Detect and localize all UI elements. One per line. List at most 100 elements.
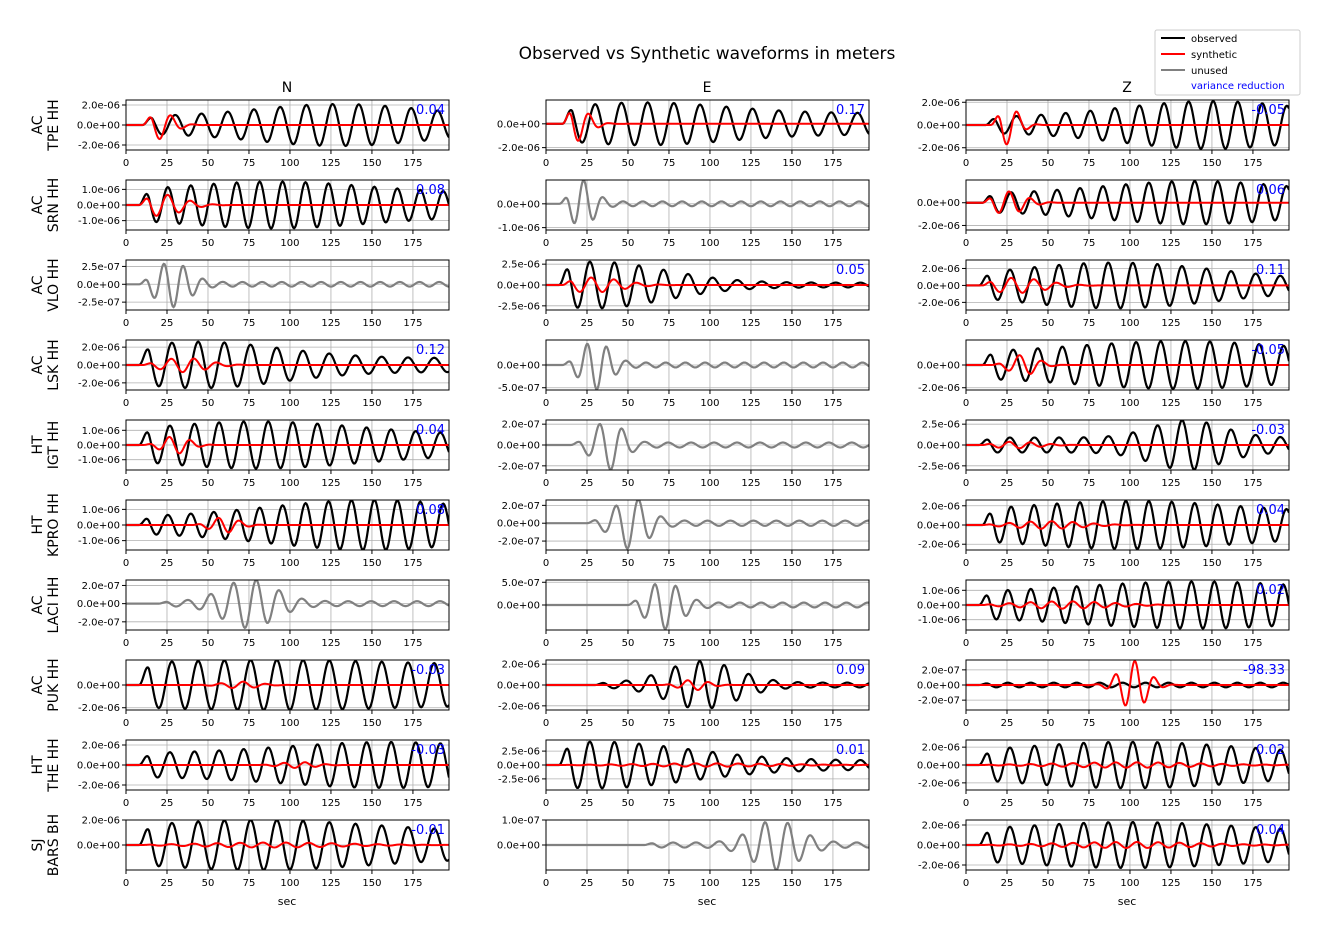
y-tick-label: -2.0e-06 bbox=[78, 141, 120, 152]
x-tick-label: 150 bbox=[782, 558, 801, 569]
x-tick-label: 25 bbox=[581, 238, 594, 249]
x-tick-label: 175 bbox=[823, 718, 842, 729]
x-tick-label: 100 bbox=[280, 638, 299, 649]
x-tick-label: 50 bbox=[202, 238, 215, 249]
x-tick-label: 175 bbox=[1243, 638, 1262, 649]
y-tick-label: -2.0e-06 bbox=[918, 143, 960, 154]
x-tick-label: 50 bbox=[202, 398, 215, 409]
y-tick-label: -5.0e-07 bbox=[498, 383, 540, 394]
y-tick-label: 1.0e-07 bbox=[502, 816, 540, 827]
y-tick-label: 0.0e+00 bbox=[917, 281, 960, 292]
observed-trace bbox=[966, 580, 1289, 630]
station-row-ac-vlo-hh: AC VLO HH 0 25 50 75 100 125 150 175 2.5e-07 0.0e+0… bbox=[30, 258, 1290, 329]
y-tick-label: 0.0e+00 bbox=[77, 681, 120, 692]
x-tick-label: 175 bbox=[823, 878, 842, 889]
y-tick-label: -1.0e-06 bbox=[918, 615, 960, 626]
x-tick-label: 25 bbox=[1001, 238, 1014, 249]
station-network-label: HT bbox=[30, 755, 46, 775]
y-tick-label: -1.0e-06 bbox=[78, 536, 120, 547]
x-tick-label: 50 bbox=[1042, 318, 1055, 329]
x-tick-label: 0 bbox=[123, 718, 129, 729]
x-tick-label: 50 bbox=[1042, 158, 1055, 169]
panel-z: 0 25 50 75 100 125 150 175 2.0e-06 0.0e+00 -2.0e-0… bbox=[917, 819, 1290, 889]
synthetic-trace bbox=[966, 761, 1289, 769]
x-tick-label: 50 bbox=[202, 318, 215, 329]
x-tick-label: 50 bbox=[1042, 558, 1055, 569]
y-tick-label: -2.5e-07 bbox=[78, 298, 120, 309]
y-tick-label: -2.0e-07 bbox=[498, 461, 540, 472]
legend-frame bbox=[1154, 29, 1301, 96]
variance-reduction-value: -0.03 bbox=[1251, 423, 1285, 438]
unused-trace bbox=[546, 821, 869, 870]
y-tick-label: 0.0e+00 bbox=[497, 199, 540, 210]
x-tick-label: 25 bbox=[1001, 878, 1014, 889]
synthetic-trace bbox=[126, 841, 449, 849]
y-tick-label: -2.0e-07 bbox=[918, 696, 960, 707]
x-tick-label: 25 bbox=[161, 638, 174, 649]
x-tick-label: 100 bbox=[700, 158, 719, 169]
y-tick-label: 2.0e-06 bbox=[922, 264, 960, 275]
panel-e: 0 25 50 75 100 125 150 175 0.0e+00 -5.0e-07 bbox=[497, 339, 870, 409]
station-row-sj-bars-bh: SJ BARS BH 0 25 50 75 100 125 150 175 2.0e-06 0.0e+… bbox=[30, 814, 1290, 889]
x-tick-label: 0 bbox=[963, 238, 969, 249]
unused-trace bbox=[126, 580, 449, 630]
panel-e: 0 25 50 75 100 125 150 175 0.0e+00 -1.0e-06 bbox=[497, 179, 870, 249]
x-tick-label: 125 bbox=[1161, 558, 1180, 569]
x-tick-label: 50 bbox=[622, 238, 635, 249]
x-tick-label: 25 bbox=[161, 238, 174, 249]
panel-n: 0 25 50 75 100 125 150 175 2.5e-07 0.0e+00 -2.5e-0… bbox=[77, 259, 450, 329]
x-tick-label: 25 bbox=[581, 798, 594, 809]
panel-z: 0 25 50 75 100 125 150 175 2.0e-06 0.0e+00 -2.0e-0… bbox=[917, 499, 1290, 569]
x-tick-label: 150 bbox=[362, 718, 381, 729]
x-tick-label: 75 bbox=[663, 718, 676, 729]
y-tick-label: 2.0e-07 bbox=[502, 420, 540, 431]
variance-reduction-value: -0.03 bbox=[411, 743, 445, 758]
synthetic-trace bbox=[966, 440, 1289, 450]
y-tick-label: -2.5e-06 bbox=[498, 774, 540, 785]
x-tick-label: 25 bbox=[161, 878, 174, 889]
x-tick-label: 175 bbox=[1243, 478, 1262, 489]
unused-trace bbox=[546, 422, 869, 470]
observed-trace bbox=[126, 420, 449, 470]
x-tick-label: 25 bbox=[1001, 638, 1014, 649]
x-tick-label: 175 bbox=[403, 158, 422, 169]
x-tick-label: 0 bbox=[123, 878, 129, 889]
y-tick-label: -2.0e-06 bbox=[918, 861, 960, 872]
x-tick-label: 100 bbox=[700, 798, 719, 809]
x-tick-label: 150 bbox=[362, 558, 381, 569]
y-tick-label: 0.0e+00 bbox=[497, 841, 540, 852]
x-tick-label: 175 bbox=[403, 318, 422, 329]
y-tick-label: 0.0e+00 bbox=[917, 521, 960, 532]
x-tick-label: 150 bbox=[782, 478, 801, 489]
y-tick-label: 0.0e+00 bbox=[497, 681, 540, 692]
x-tick-label: 150 bbox=[782, 318, 801, 329]
x-tick-label: 75 bbox=[1083, 878, 1096, 889]
x-tick-label: 50 bbox=[1042, 718, 1055, 729]
x-tick-label: 100 bbox=[1120, 238, 1139, 249]
observed-trace bbox=[966, 420, 1289, 470]
x-tick-label: 125 bbox=[321, 398, 340, 409]
x-tick-label: 0 bbox=[543, 558, 549, 569]
x-tick-label: 50 bbox=[202, 478, 215, 489]
x-tick-label: 25 bbox=[1001, 718, 1014, 729]
x-tick-label: 100 bbox=[280, 398, 299, 409]
y-tick-label: 0.0e+00 bbox=[497, 601, 540, 612]
x-tick-label: 75 bbox=[1083, 238, 1096, 249]
variance-reduction-value: 0.06 bbox=[1256, 183, 1285, 198]
x-tick-label: 125 bbox=[741, 558, 760, 569]
y-tick-label: 2.0e-06 bbox=[922, 743, 960, 754]
panel-n: 0 25 50 75 100 125 150 175 2.0e-06 0.0e+00 -0.01 bbox=[77, 816, 450, 889]
xlabel-z: sec bbox=[1118, 895, 1137, 908]
synthetic-trace bbox=[966, 354, 1289, 375]
x-tick-label: 100 bbox=[700, 878, 719, 889]
y-tick-label: -1.0e-06 bbox=[78, 455, 120, 466]
x-tick-label: 150 bbox=[362, 318, 381, 329]
variance-reduction-value: 0.02 bbox=[1256, 583, 1285, 598]
x-tick-label: 175 bbox=[1243, 238, 1262, 249]
x-tick-label: 150 bbox=[1202, 558, 1221, 569]
x-tick-label: 50 bbox=[202, 718, 215, 729]
panel-grid: AC TPE HH0 25 50 75 100 125 150 1752.0e-060.0e+0… bbox=[30, 98, 1290, 889]
x-tick-label: 75 bbox=[663, 398, 676, 409]
station-row-ac-lsk-hh: AC LSK HH 0 25 50 75 100 125 150 175 2.0e-06 0.0e+0… bbox=[30, 339, 1290, 409]
x-tick-label: 75 bbox=[663, 878, 676, 889]
